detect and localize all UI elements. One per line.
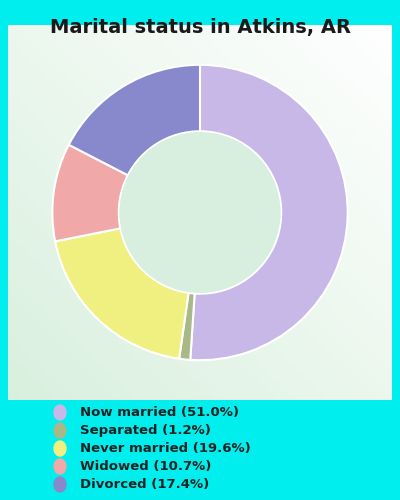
Text: Widowed (10.7%): Widowed (10.7%) xyxy=(80,460,211,473)
Circle shape xyxy=(120,132,280,292)
Text: Never married (19.6%): Never married (19.6%) xyxy=(80,442,251,455)
Wedge shape xyxy=(55,228,188,358)
Wedge shape xyxy=(190,65,348,360)
Text: Divorced (17.4%): Divorced (17.4%) xyxy=(80,478,209,491)
Wedge shape xyxy=(52,145,128,242)
Wedge shape xyxy=(179,293,195,360)
Text: Marital status in Atkins, AR: Marital status in Atkins, AR xyxy=(50,18,350,36)
Wedge shape xyxy=(69,65,200,175)
Text: Now married (51.0%): Now married (51.0%) xyxy=(80,406,239,419)
Text: Separated (1.2%): Separated (1.2%) xyxy=(80,424,211,437)
